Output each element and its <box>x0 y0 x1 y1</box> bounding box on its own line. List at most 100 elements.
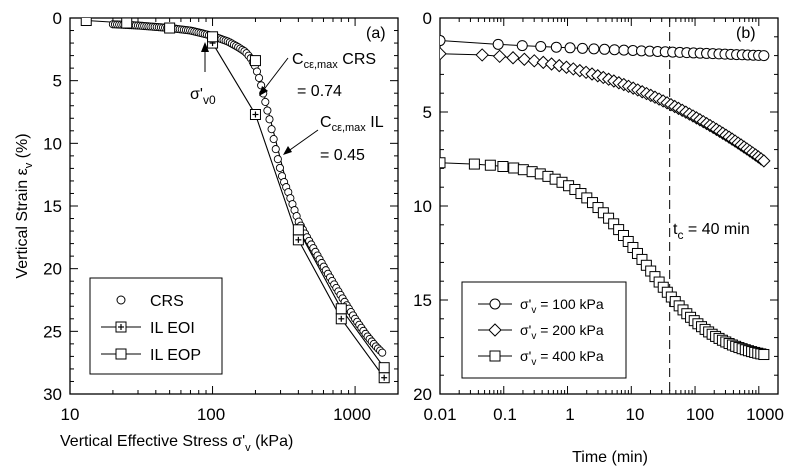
series-100kpa-point <box>576 42 588 54</box>
il-eop-point <box>249 55 261 67</box>
legend-label-il-eoi: IL EOI <box>150 320 195 337</box>
il-slope-value: = 0.45 <box>320 147 365 164</box>
series-400kpa-point <box>497 161 509 173</box>
il-eop-point <box>121 18 133 29</box>
series-400kpa-point <box>508 162 520 174</box>
panel-b-xtick-label: 10 <box>626 405 645 424</box>
legend-label-100kpa: σ'v = 100 kPa <box>520 296 604 316</box>
panel-a-y-tick-labels: 0 5 10 15 20 25 30 <box>43 9 62 404</box>
series-200kpa-point <box>527 54 541 68</box>
panel-a-x-axis-label: Vertical Effective Stress σ'v (kPa) <box>60 433 293 454</box>
panel-a-xtick-label: 1000 <box>333 405 371 424</box>
series-400kpa-point <box>758 349 770 361</box>
panel-b-xtick-label: 1000 <box>746 405 784 424</box>
crs-point <box>271 145 280 154</box>
panel-a-label: (a) <box>366 25 386 42</box>
series-200kpa-point <box>492 49 507 64</box>
series-100kpa-point <box>599 43 611 55</box>
legend-marker-crs <box>116 295 126 305</box>
crs-slope-label: Ccε,max CRS <box>292 51 376 71</box>
legend-label-crs: CRS <box>150 293 184 310</box>
crs-slope-arrowhead <box>259 86 268 96</box>
il-eoi-point <box>335 313 347 325</box>
series-100kpa-point <box>516 40 528 52</box>
series-100kpa-point <box>440 35 446 47</box>
panel-b-ytick-label: 20 <box>413 385 432 404</box>
series-100kpa-point <box>535 40 547 52</box>
panel-a-ytick-label: 30 <box>43 385 62 404</box>
panel-b-legend: σ'v = 100 kPa σ'v = 200 kPa σ'v = 400 kP… <box>461 281 627 379</box>
panel-a-xtick-label: 100 <box>197 405 225 424</box>
panel-b-y-tick-labels: 0 5 10 15 20 <box>413 9 432 404</box>
panel-b-ytick-label: 0 <box>423 9 432 28</box>
series-200kpa-point <box>757 154 771 168</box>
panel-b-xtick-label: 100 <box>686 405 714 424</box>
series-100kpa-point <box>550 41 562 53</box>
il-eop-point <box>164 22 176 34</box>
crs-point <box>263 106 272 115</box>
series-200kpa-point <box>475 48 489 62</box>
crs-point <box>269 135 278 144</box>
sigma-v0-arrowhead <box>201 42 209 52</box>
legend-label-200kpa: σ'v = 200 kPa <box>520 322 604 342</box>
panel-b-x-tick-labels: 0.01 0.1 1 10 100 1000 <box>423 405 783 424</box>
legend-marker-il-eop <box>115 348 127 360</box>
panel-b-ytick-label: 15 <box>413 291 432 310</box>
crs-point <box>378 348 387 357</box>
crs-slope-value: = 0.74 <box>297 83 342 100</box>
series-200kpa-point <box>517 52 532 66</box>
il-eoi-point <box>378 372 390 384</box>
il-eop-series <box>80 18 390 374</box>
panel-a-legend-box <box>89 277 223 375</box>
il-slope-label: Ccε,max IL <box>320 114 384 134</box>
panel-a-ytick-label: 0 <box>53 9 62 28</box>
il-eop-point <box>207 31 219 43</box>
series-200kpa-point <box>440 47 447 61</box>
panel-a-ytick-label: 15 <box>43 197 62 216</box>
legend-label-400kpa: σ'v = 400 kPa <box>520 348 604 368</box>
series-100kpa <box>440 35 770 62</box>
sigma-v0-label: σ'v0 <box>190 86 216 107</box>
panel-a-ytick-label: 20 <box>43 260 62 279</box>
crs-point <box>254 73 264 82</box>
panel-b-label: (b) <box>736 25 756 42</box>
panel-a-xtick-label: 10 <box>61 405 80 424</box>
crs-slope-arrow <box>261 57 289 93</box>
legend-marker-400kpa <box>489 350 501 362</box>
panel-a-ticks <box>69 17 399 395</box>
panel-b-xtick-label: 1 <box>565 405 574 424</box>
panel-b-xtick-label: 0.1 <box>493 405 517 424</box>
panel-a-x-tick-labels: 10 100 1000 <box>61 405 371 424</box>
panel-b-ticks <box>439 17 779 395</box>
il-eop-point <box>292 224 304 236</box>
legend-marker-100kpa <box>489 298 501 310</box>
panel-b-ytick-label: 10 <box>413 197 432 216</box>
series-400kpa-point <box>440 157 446 169</box>
panel-a-ytick-label: 10 <box>43 134 62 153</box>
il-slope-arrow <box>286 129 319 153</box>
series-400kpa <box>440 157 770 361</box>
series-400kpa-point <box>468 158 480 170</box>
series-100kpa-point <box>492 38 504 50</box>
il-eop-point <box>335 303 347 315</box>
series-200kpa-point <box>506 51 520 65</box>
panel-b-x-axis-label: Time (min) <box>572 449 648 466</box>
il-slope-arrowhead <box>283 146 292 155</box>
series-100kpa-point <box>608 44 620 56</box>
panel-a-y-axis-label: Vertical Strain εv (%) <box>14 133 35 278</box>
panel-a-legend: CRS IL EOI IL EOP <box>89 277 223 375</box>
legend-marker-200kpa <box>488 323 502 337</box>
crs-point <box>273 155 282 164</box>
series-100kpa-point <box>758 50 770 62</box>
legend-label-il-eop: IL EOP <box>150 347 201 364</box>
series-200kpa <box>440 47 771 168</box>
il-eoi-point <box>292 234 304 246</box>
panel-a-ytick-label: 5 <box>53 72 62 91</box>
series-200kpa-line <box>440 53 765 162</box>
series-400kpa-point <box>484 159 496 171</box>
series-100kpa-point <box>564 42 576 54</box>
crs-point <box>265 115 274 124</box>
panel-b-xtick-label: 0.01 <box>423 405 456 424</box>
tc-label: tc = 40 min <box>673 221 750 242</box>
